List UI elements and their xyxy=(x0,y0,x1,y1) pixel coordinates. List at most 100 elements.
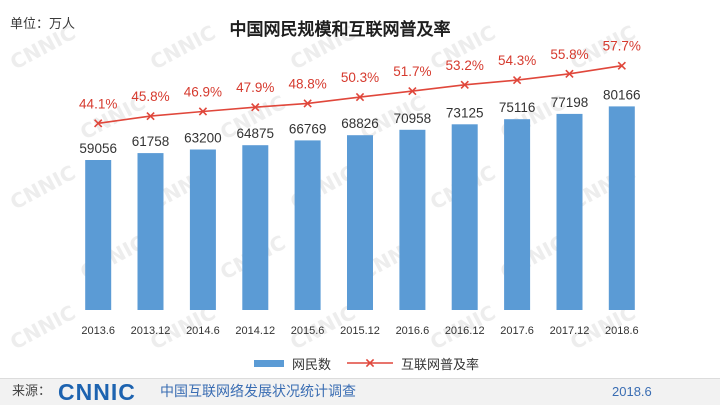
bar-value-label: 70958 xyxy=(394,111,432,126)
line-marker xyxy=(251,103,260,112)
marker-stroke xyxy=(617,61,626,70)
netizen-bar xyxy=(189,149,216,310)
line-value-label: 44.1% xyxy=(79,96,117,111)
bar-value-label: 77198 xyxy=(551,95,589,110)
line-marker xyxy=(460,80,469,89)
line-value-suffix: % xyxy=(315,76,327,91)
netizen-bar xyxy=(451,124,478,310)
line-value-label: 57.7% xyxy=(603,39,641,54)
line-value-suffix: % xyxy=(577,47,589,62)
line-value-number: 50.3 xyxy=(341,70,367,85)
chart-title: 中国网民规模和互联网普及率 xyxy=(229,20,451,40)
marker-stroke xyxy=(512,75,522,85)
bar-value-label: 75116 xyxy=(499,100,536,115)
line-value-label: 54.3% xyxy=(498,53,536,68)
netizen-bar xyxy=(347,135,373,310)
line-value-suffix: % xyxy=(105,96,117,111)
line-marker xyxy=(198,107,208,116)
marker-stroke xyxy=(198,107,208,116)
line-value-number: 54.3 xyxy=(498,53,524,68)
x-tick-label: 2014.6 xyxy=(186,325,220,337)
marker-stroke xyxy=(408,86,417,96)
bar-value-label: 68826 xyxy=(341,116,379,131)
netizen-bar xyxy=(556,113,583,311)
marker-stroke xyxy=(303,99,312,108)
line-marker xyxy=(565,69,574,78)
line-value-number: 47.9 xyxy=(236,80,262,95)
line-value-suffix: % xyxy=(472,58,484,73)
line-value-number: 44.1 xyxy=(79,96,105,111)
bar-value-label: 59056 xyxy=(79,141,117,156)
marker-stroke xyxy=(460,80,469,89)
x-tick-label: 2013.12 xyxy=(131,325,171,337)
line-value-suffix: % xyxy=(420,64,432,79)
chart-plot: 59056 61758 63200 64875 66769 68826 70958 73125… xyxy=(79,39,641,337)
line-marker xyxy=(146,111,155,121)
line-value-number: 53.2 xyxy=(446,58,472,73)
x-tick-label: 2017.6 xyxy=(500,325,534,337)
x-tick-label: 2014.12 xyxy=(235,325,275,337)
legend-item-penetration: 互联网普及率 xyxy=(347,355,480,373)
line-value-number: 55.8 xyxy=(550,47,576,62)
bar-value-label: 73125 xyxy=(446,105,484,120)
marker-stroke xyxy=(365,358,375,368)
line-value-number: 45.8 xyxy=(131,89,157,104)
line-value-label: 55.8% xyxy=(550,47,588,62)
marker-stroke xyxy=(565,69,574,78)
netizen-bar xyxy=(399,129,426,310)
x-tick-label: 2017.12 xyxy=(550,325,590,337)
line-value-suffix: % xyxy=(210,85,222,100)
netizen-bar xyxy=(294,140,321,310)
line-value-label: 53.2% xyxy=(446,58,484,73)
legend-line-marker xyxy=(365,358,375,368)
line-value-label: 45.8% xyxy=(131,89,169,104)
source-label: 来源： xyxy=(12,384,52,399)
line-value-label: 51.7% xyxy=(393,64,431,79)
legend: 网民数 互联网普及率 xyxy=(254,355,480,373)
x-tick-label: 2016.6 xyxy=(396,325,430,337)
line-marker xyxy=(512,75,522,85)
marker-stroke xyxy=(94,119,103,128)
unit-label: 单位：万人 xyxy=(10,17,76,32)
netizen-bar xyxy=(242,145,269,310)
bar-value-labels-group: 59056 61758 63200 64875 66769 68826 70958 73125… xyxy=(79,87,640,156)
netizen-bars-group xyxy=(85,106,635,311)
line-value-label: 48.8% xyxy=(288,76,326,91)
bar-value-label: 61758 xyxy=(132,134,170,149)
netizen-bar xyxy=(85,160,112,310)
line-value-suffix: % xyxy=(158,89,170,104)
line-value-number: 57.7 xyxy=(603,39,629,54)
bar-value-label: 63200 xyxy=(184,131,222,146)
line-value-number: 51.7 xyxy=(393,64,419,79)
line-marker xyxy=(94,119,103,128)
bar-value-label: 80166 xyxy=(603,87,641,102)
netizen-bar xyxy=(504,119,531,310)
x-axis-tick-labels: 2013.6 2013.12 2014.6 2014.12 2015.6 2015.12 2… xyxy=(81,325,638,337)
line-value-label: 47.9% xyxy=(236,80,274,95)
legend-item-netizens: 网民数 xyxy=(254,355,331,373)
line-value-number: 46.9 xyxy=(184,85,210,100)
line-value-number: 48.8 xyxy=(288,76,314,91)
line-marker xyxy=(355,92,365,102)
x-tick-label: 2015.6 xyxy=(291,325,325,337)
x-tick-label: 2016.12 xyxy=(445,325,485,337)
legend-label-penetration: 互联网普及率 xyxy=(401,357,480,373)
line-value-suffix: % xyxy=(262,80,274,95)
x-tick-label: 2015.12 xyxy=(340,325,380,337)
bar-value-label: 64875 xyxy=(237,126,275,141)
line-value-suffix: % xyxy=(629,39,641,54)
cnnic-logo: CNNIC xyxy=(58,379,136,405)
line-value-label: 50.3% xyxy=(341,70,379,85)
netizen-bar xyxy=(608,106,635,311)
legend-bar-swatch xyxy=(254,359,284,367)
report-date: 2018.6 xyxy=(612,384,652,399)
penetration-line-group xyxy=(94,61,626,128)
line-value-suffix: % xyxy=(524,53,536,68)
bar-value-label: 66769 xyxy=(289,121,327,136)
line-value-suffix: % xyxy=(367,70,379,85)
line-marker xyxy=(303,99,312,108)
marker-stroke xyxy=(355,92,365,102)
legend-line-swatch xyxy=(347,358,394,368)
footer: 来源： CNNIC 中国互联网络发展状况统计调查 2018.6 xyxy=(0,378,720,405)
